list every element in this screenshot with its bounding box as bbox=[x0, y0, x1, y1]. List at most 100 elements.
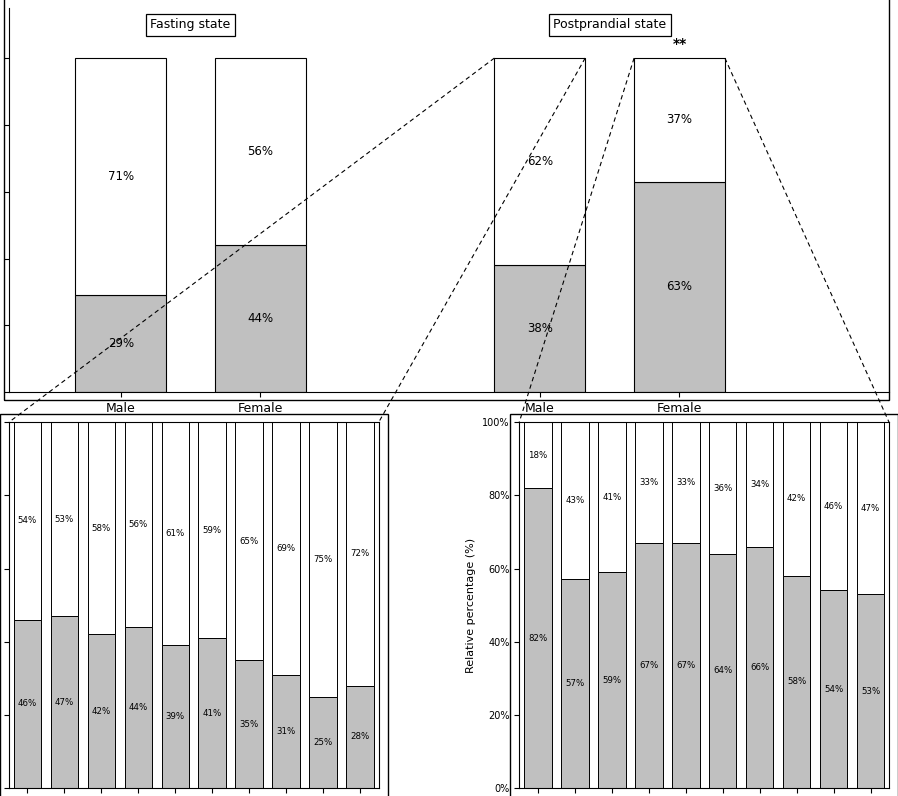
Bar bbox=[13, 620, 41, 788]
Bar bbox=[235, 422, 263, 660]
Bar bbox=[162, 422, 189, 646]
Bar bbox=[635, 543, 663, 788]
Bar bbox=[635, 422, 663, 543]
Text: 44%: 44% bbox=[247, 312, 274, 325]
Text: 66%: 66% bbox=[750, 663, 770, 672]
Text: 69%: 69% bbox=[277, 544, 295, 553]
Text: 42%: 42% bbox=[92, 707, 111, 716]
Bar bbox=[215, 58, 306, 245]
Text: 38%: 38% bbox=[527, 322, 553, 335]
Bar bbox=[272, 422, 300, 675]
Bar bbox=[347, 422, 374, 685]
Text: 46%: 46% bbox=[824, 501, 843, 511]
Bar bbox=[745, 422, 773, 547]
Bar bbox=[125, 627, 153, 788]
Bar bbox=[524, 488, 551, 788]
Bar bbox=[820, 422, 848, 591]
Text: 57%: 57% bbox=[565, 679, 585, 689]
Bar bbox=[162, 646, 189, 788]
Bar bbox=[75, 58, 166, 295]
Bar bbox=[198, 422, 226, 638]
Text: 33%: 33% bbox=[676, 478, 695, 487]
Text: **: ** bbox=[673, 37, 687, 52]
Bar bbox=[709, 422, 736, 554]
Text: 75%: 75% bbox=[313, 555, 333, 564]
Bar bbox=[857, 594, 885, 788]
Text: 63%: 63% bbox=[666, 280, 692, 294]
Text: 35%: 35% bbox=[240, 720, 259, 728]
Bar bbox=[495, 265, 585, 392]
Bar bbox=[598, 422, 626, 572]
Bar bbox=[783, 422, 811, 576]
Bar bbox=[495, 58, 585, 265]
Text: 43%: 43% bbox=[565, 497, 585, 505]
Bar bbox=[125, 422, 153, 627]
Text: 28%: 28% bbox=[350, 732, 370, 741]
Bar bbox=[88, 634, 115, 788]
Text: 46%: 46% bbox=[18, 700, 37, 708]
Bar bbox=[310, 422, 337, 696]
Text: 67%: 67% bbox=[639, 661, 658, 670]
Text: 54%: 54% bbox=[18, 517, 37, 525]
Text: 56%: 56% bbox=[128, 520, 148, 529]
Bar bbox=[672, 543, 700, 788]
Text: 42%: 42% bbox=[787, 494, 806, 504]
Bar bbox=[820, 591, 848, 788]
Bar bbox=[783, 576, 811, 788]
Text: 18%: 18% bbox=[528, 451, 548, 459]
Bar bbox=[857, 422, 885, 594]
Text: 29%: 29% bbox=[108, 338, 134, 350]
Text: 33%: 33% bbox=[639, 478, 658, 487]
Text: 59%: 59% bbox=[203, 525, 222, 535]
Text: 64%: 64% bbox=[713, 666, 732, 676]
Text: 34%: 34% bbox=[750, 480, 770, 489]
Text: 56%: 56% bbox=[248, 145, 273, 158]
Bar bbox=[88, 422, 115, 634]
Text: 36%: 36% bbox=[713, 483, 732, 493]
Bar bbox=[561, 422, 588, 579]
Bar bbox=[634, 181, 725, 392]
Bar bbox=[50, 422, 78, 616]
Bar bbox=[50, 616, 78, 788]
Bar bbox=[672, 422, 700, 543]
Text: 72%: 72% bbox=[350, 549, 370, 558]
Bar bbox=[198, 638, 226, 788]
Bar bbox=[347, 685, 374, 788]
Text: 67%: 67% bbox=[676, 661, 695, 670]
Text: 62%: 62% bbox=[527, 155, 553, 168]
Y-axis label: Relative percentage (%): Relative percentage (%) bbox=[466, 537, 477, 673]
Bar bbox=[75, 295, 166, 392]
Bar bbox=[524, 422, 551, 488]
Bar bbox=[215, 245, 306, 392]
Text: 47%: 47% bbox=[55, 697, 74, 707]
Text: 39%: 39% bbox=[166, 712, 185, 721]
Text: 65%: 65% bbox=[240, 537, 259, 545]
Bar bbox=[310, 696, 337, 788]
Bar bbox=[709, 554, 736, 788]
Text: 54%: 54% bbox=[824, 685, 843, 694]
Bar bbox=[272, 675, 300, 788]
Text: 37%: 37% bbox=[666, 113, 692, 127]
Text: 41%: 41% bbox=[203, 708, 222, 717]
Text: 61%: 61% bbox=[166, 529, 185, 538]
Bar bbox=[13, 422, 41, 620]
Text: 41%: 41% bbox=[602, 493, 621, 501]
Text: 44%: 44% bbox=[128, 703, 148, 712]
Text: 82%: 82% bbox=[528, 634, 548, 642]
Bar bbox=[235, 660, 263, 788]
Text: 53%: 53% bbox=[861, 687, 880, 696]
Text: 58%: 58% bbox=[92, 524, 111, 533]
Text: Postprandial state: Postprandial state bbox=[553, 18, 666, 31]
Text: 53%: 53% bbox=[55, 514, 74, 524]
Text: 47%: 47% bbox=[861, 504, 880, 513]
Bar bbox=[598, 572, 626, 788]
Text: 31%: 31% bbox=[277, 727, 296, 736]
Bar bbox=[561, 579, 588, 788]
Text: 71%: 71% bbox=[108, 170, 134, 183]
Text: Fasting state: Fasting state bbox=[151, 18, 231, 31]
Bar bbox=[745, 547, 773, 788]
Text: 59%: 59% bbox=[603, 676, 621, 685]
Text: 58%: 58% bbox=[787, 677, 806, 686]
Text: 25%: 25% bbox=[313, 738, 333, 747]
Bar bbox=[634, 58, 725, 181]
